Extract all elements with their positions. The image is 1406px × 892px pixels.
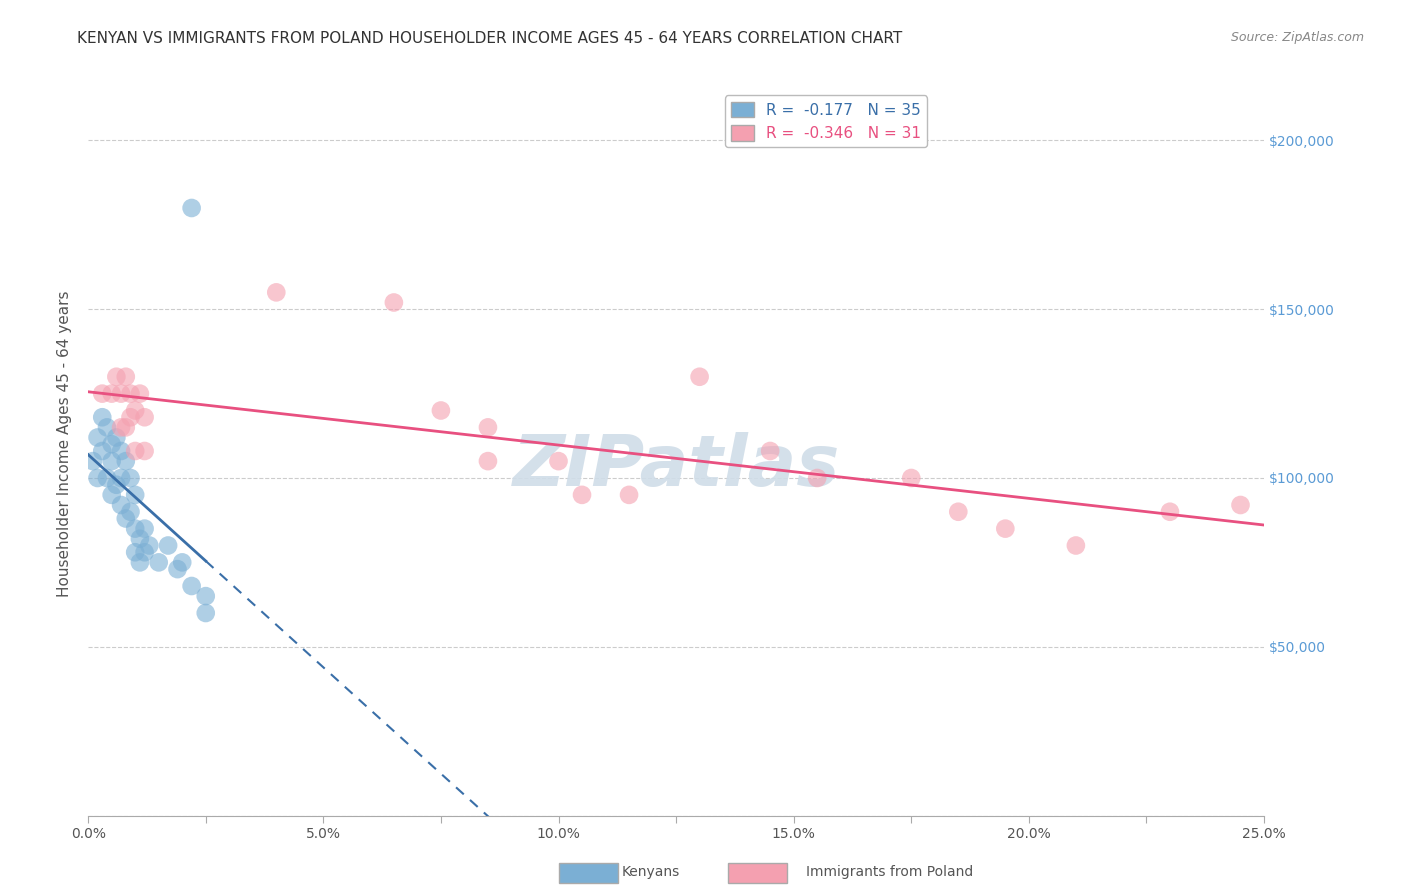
- Point: [110, 386, 132, 401]
- Point: [100, 437, 122, 451]
- Point: [124, 403, 146, 417]
- Text: ZIPatlas: ZIPatlas: [512, 432, 839, 501]
- Point: [124, 545, 146, 559]
- Point: [194, 589, 217, 603]
- Point: [120, 505, 142, 519]
- Point: [110, 471, 132, 485]
- Point: [128, 386, 150, 401]
- Point: [134, 444, 156, 458]
- Text: Kenyans: Kenyans: [621, 865, 679, 880]
- Text: Immigrants from Poland: Immigrants from Poland: [806, 865, 973, 880]
- Point: [105, 369, 128, 384]
- Point: [96, 471, 118, 485]
- Point: [1064, 539, 1087, 553]
- Point: [91, 410, 114, 425]
- Point: [105, 430, 128, 444]
- Text: KENYAN VS IMMIGRANTS FROM POLAND HOUSEHOLDER INCOME AGES 45 - 64 YEARS CORRELATI: KENYAN VS IMMIGRANTS FROM POLAND HOUSEHO…: [77, 31, 903, 46]
- Point: [166, 562, 188, 576]
- Point: [477, 420, 499, 434]
- Point: [134, 522, 156, 536]
- Point: [806, 471, 828, 485]
- Point: [91, 444, 114, 458]
- Point: [172, 555, 194, 569]
- Point: [194, 606, 217, 620]
- Text: Source: ZipAtlas.com: Source: ZipAtlas.com: [1230, 31, 1364, 45]
- Point: [86, 471, 108, 485]
- Point: [100, 386, 122, 401]
- Point: [1229, 498, 1251, 512]
- Point: [1159, 505, 1181, 519]
- Point: [948, 505, 970, 519]
- Y-axis label: Householder Income Ages 45 - 64 years: Householder Income Ages 45 - 64 years: [58, 291, 72, 598]
- Point: [114, 454, 136, 468]
- Point: [138, 539, 160, 553]
- Point: [120, 471, 142, 485]
- Point: [994, 522, 1017, 536]
- Point: [124, 488, 146, 502]
- Point: [114, 369, 136, 384]
- Legend: R =  -0.177   N = 35, R =  -0.346   N = 31: R = -0.177 N = 35, R = -0.346 N = 31: [724, 95, 927, 147]
- Point: [110, 420, 132, 434]
- Point: [266, 285, 288, 300]
- Point: [180, 579, 202, 593]
- Point: [157, 539, 180, 553]
- Point: [100, 488, 122, 502]
- Point: [120, 386, 142, 401]
- Point: [120, 410, 142, 425]
- Point: [134, 410, 156, 425]
- Point: [86, 430, 108, 444]
- Point: [128, 532, 150, 546]
- Point: [82, 454, 104, 468]
- Point: [180, 201, 202, 215]
- Point: [900, 471, 922, 485]
- Point: [382, 295, 405, 310]
- Point: [124, 522, 146, 536]
- Point: [128, 555, 150, 569]
- Point: [105, 477, 128, 491]
- Point: [124, 444, 146, 458]
- Point: [689, 369, 711, 384]
- Point: [547, 454, 569, 468]
- Point: [759, 444, 782, 458]
- Point: [110, 498, 132, 512]
- Point: [134, 545, 156, 559]
- Point: [430, 403, 453, 417]
- Point: [477, 454, 499, 468]
- Point: [617, 488, 640, 502]
- Point: [571, 488, 593, 502]
- Point: [114, 511, 136, 525]
- Point: [96, 420, 118, 434]
- Point: [110, 444, 132, 458]
- Point: [148, 555, 170, 569]
- Point: [91, 386, 114, 401]
- Point: [114, 420, 136, 434]
- Point: [100, 454, 122, 468]
